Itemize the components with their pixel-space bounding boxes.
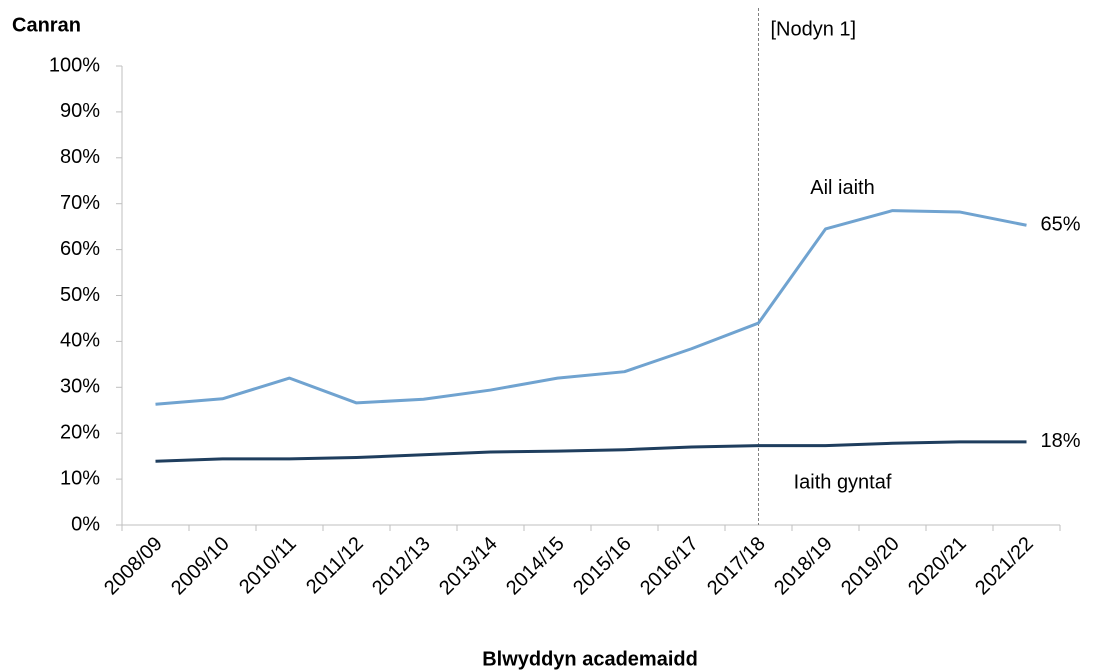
y-tick-label: 30% [60,376,100,398]
line-series [155,440,1027,463]
y-tick-label: 60% [60,238,100,260]
y-tick-label: 100% [49,54,100,76]
x-tick-label: 2010/11 [235,533,301,599]
y-tick-label: 10% [60,467,100,489]
line-series [155,209,1027,406]
x-tick-label: 2013/14 [435,533,502,600]
x-tick-label: 2015/16 [569,533,636,600]
annotation: [Nodyn 1] [771,18,857,40]
series-label: Iaith gyntaf [794,472,892,494]
series-label: Ail iaith [810,177,874,199]
y-tick-label: 80% [60,146,100,168]
x-tick-label: 2011/12 [302,533,368,599]
y-tick-label: 40% [60,330,100,352]
y-tick-label: 50% [60,284,100,306]
y-tick-label: 90% [60,100,100,122]
x-tick-label: 2020/21 [904,533,971,600]
data-label: 18% [1041,430,1081,452]
x-tick-label: 2012/13 [368,533,435,600]
x-tick-label: 2009/10 [167,533,234,600]
x-tick-label: 2017/18 [703,533,770,600]
y-tick-label: 0% [71,513,100,535]
x-tick-label: 2021/22 [971,533,1038,600]
x-tick-label: 2016/17 [636,533,703,600]
y-tick-label: 20% [60,421,100,443]
x-axis-title: Blwyddyn academaidd [482,648,698,670]
x-tick-label: 2019/20 [837,533,904,600]
data-label: 65% [1041,214,1081,236]
y-axis-title: Canran [12,14,81,36]
x-tick-label: 2018/19 [770,533,837,600]
x-tick-label: 2014/15 [502,533,569,600]
x-tick-label: 2008/09 [100,533,167,600]
y-tick-label: 70% [60,192,100,214]
